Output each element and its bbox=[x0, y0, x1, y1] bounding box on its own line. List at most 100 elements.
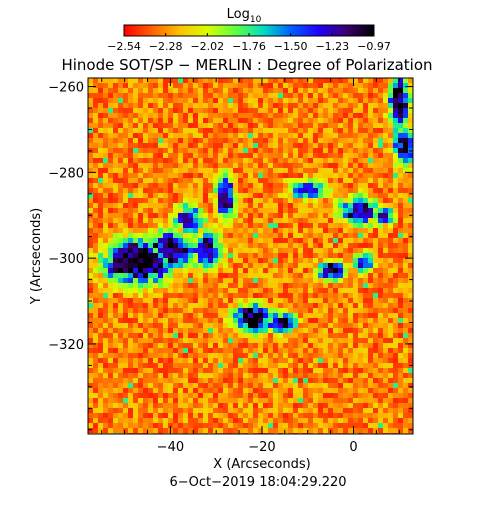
heatmap-cell bbox=[308, 363, 314, 369]
heatmap-cell bbox=[283, 88, 289, 94]
heatmap-cell bbox=[323, 333, 329, 339]
heatmap-cell bbox=[243, 208, 249, 214]
heatmap-cell bbox=[108, 168, 114, 174]
heatmap-cell bbox=[248, 338, 254, 344]
heatmap-cell bbox=[393, 328, 399, 334]
heatmap-cell bbox=[133, 103, 139, 109]
heatmap-cell bbox=[398, 78, 404, 84]
heatmap-cell bbox=[258, 373, 264, 379]
heatmap-cell bbox=[258, 188, 264, 194]
heatmap-cell bbox=[293, 403, 299, 409]
heatmap-cell bbox=[208, 143, 214, 149]
heatmap-cell bbox=[128, 78, 134, 84]
heatmap-cell bbox=[358, 373, 364, 379]
heatmap-cell bbox=[348, 408, 354, 414]
heatmap-cell bbox=[173, 148, 179, 154]
heatmap-cell bbox=[223, 403, 229, 409]
heatmap-cell bbox=[168, 413, 174, 419]
heatmap-cell bbox=[248, 203, 254, 209]
heatmap-cell bbox=[343, 243, 349, 249]
heatmap-cell bbox=[388, 178, 394, 184]
heatmap-cell bbox=[208, 303, 214, 309]
heatmap-cell bbox=[143, 353, 149, 359]
heatmap-cell bbox=[113, 148, 119, 154]
heatmap-cell bbox=[123, 178, 129, 184]
heatmap-cell bbox=[153, 318, 159, 324]
heatmap-cell bbox=[328, 233, 334, 239]
heatmap-cell bbox=[138, 83, 144, 89]
heatmap-cell bbox=[93, 213, 99, 219]
heatmap-cell bbox=[228, 283, 234, 289]
heatmap-cell bbox=[373, 338, 379, 344]
heatmap-cell bbox=[108, 423, 114, 429]
heatmap-cell bbox=[333, 238, 339, 244]
heatmap-cell bbox=[278, 183, 284, 189]
heatmap-cell bbox=[228, 288, 234, 294]
heatmap-cell bbox=[383, 118, 389, 124]
heatmap-cell bbox=[373, 123, 379, 129]
heatmap-cell bbox=[273, 288, 279, 294]
heatmap-cell bbox=[343, 108, 349, 114]
heatmap-cell bbox=[143, 158, 149, 164]
heatmap-cell bbox=[303, 198, 309, 204]
heatmap-cell bbox=[168, 133, 174, 139]
heatmap-cell bbox=[93, 328, 99, 334]
heatmap-cell bbox=[98, 183, 104, 189]
heatmap-cell bbox=[313, 348, 319, 354]
heatmap-cell bbox=[378, 163, 384, 169]
heatmap-cell bbox=[318, 278, 324, 284]
heatmap-cell bbox=[363, 393, 369, 399]
heatmap-cell bbox=[293, 148, 299, 154]
heatmap-cell bbox=[113, 273, 119, 279]
heatmap-cell bbox=[323, 308, 329, 314]
heatmap-cell bbox=[123, 113, 129, 119]
heatmap-cell bbox=[238, 333, 244, 339]
heatmap-cell bbox=[228, 238, 234, 244]
heatmap-cell bbox=[198, 233, 204, 239]
heatmap-cell bbox=[168, 403, 174, 409]
heatmap-cell bbox=[338, 388, 344, 394]
heatmap-cell bbox=[163, 418, 169, 424]
heatmap-cell bbox=[293, 248, 299, 254]
heatmap-cell bbox=[403, 178, 409, 184]
heatmap-cell bbox=[203, 288, 209, 294]
heatmap-cell bbox=[353, 383, 359, 389]
colorbar-label-subscript: 10 bbox=[250, 15, 262, 25]
heatmap-cell bbox=[128, 213, 134, 219]
heatmap-cell bbox=[298, 243, 304, 249]
heatmap-cell bbox=[398, 403, 404, 409]
heatmap-cell bbox=[348, 313, 354, 319]
heatmap-cell bbox=[158, 233, 164, 239]
heatmap-cell bbox=[208, 353, 214, 359]
heatmap-cell bbox=[133, 403, 139, 409]
heatmap-cell bbox=[263, 303, 269, 309]
heatmap-cell bbox=[348, 133, 354, 139]
heatmap-cell bbox=[153, 353, 159, 359]
heatmap-cell bbox=[278, 178, 284, 184]
heatmap-cell bbox=[303, 348, 309, 354]
heatmap-cell bbox=[363, 278, 369, 284]
heatmap-cell bbox=[278, 78, 284, 84]
heatmap-cell bbox=[343, 278, 349, 284]
heatmap-cell bbox=[333, 158, 339, 164]
heatmap-cell bbox=[283, 413, 289, 419]
heatmap-cell bbox=[173, 353, 179, 359]
heatmap-cell bbox=[198, 158, 204, 164]
heatmap-cell bbox=[258, 243, 264, 249]
heatmap-cell bbox=[298, 143, 304, 149]
heatmap-cell bbox=[178, 173, 184, 179]
heatmap-cell bbox=[273, 318, 279, 324]
heatmap-cell bbox=[128, 98, 134, 104]
heatmap-cell bbox=[313, 283, 319, 289]
heatmap-cell bbox=[323, 178, 329, 184]
heatmap-cell bbox=[118, 83, 124, 89]
heatmap-cell bbox=[138, 223, 144, 229]
heatmap-cell bbox=[103, 138, 109, 144]
heatmap-cell bbox=[308, 123, 314, 129]
heatmap-cell bbox=[273, 128, 279, 134]
heatmap-cell bbox=[363, 103, 369, 109]
heatmap-cell bbox=[278, 93, 284, 99]
heatmap-cell bbox=[238, 158, 244, 164]
heatmap-cell bbox=[103, 293, 109, 299]
heatmap-cell bbox=[313, 378, 319, 384]
